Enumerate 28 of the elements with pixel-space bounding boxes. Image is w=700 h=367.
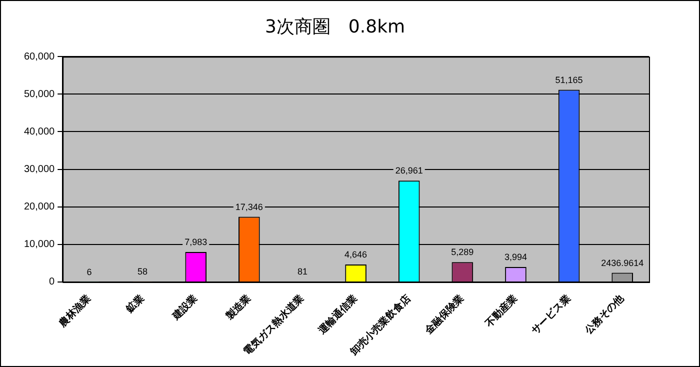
x-tick-label: 農林漁業 bbox=[56, 292, 94, 330]
data-label: 26,961 bbox=[395, 166, 423, 176]
y-tick-label: 20,000 bbox=[24, 202, 56, 213]
y-tick-label: 50,000 bbox=[24, 88, 56, 100]
y-tick-label: 30,000 bbox=[24, 164, 56, 176]
data-label: 6 bbox=[86, 266, 92, 277]
x-tick-label: 金融保険業 bbox=[422, 292, 466, 338]
x-tick-label: 運輸通信業 bbox=[315, 292, 360, 338]
x-tick-label: 公務その他 bbox=[582, 292, 628, 338]
x-tick-label: 建設業 bbox=[169, 292, 200, 324]
data-label: 81 bbox=[297, 266, 308, 277]
data-label: 17,346 bbox=[235, 202, 263, 212]
y-tick-label: 10,000 bbox=[24, 239, 56, 250]
chart-title: 3次商圏 0.8km bbox=[264, 16, 406, 38]
y-tick-label: 60,000 bbox=[24, 51, 56, 62]
y-tick-label: 40,000 bbox=[24, 126, 56, 138]
data-label: 51,165 bbox=[555, 74, 583, 85]
data-label: 7,983 bbox=[184, 236, 208, 247]
y-tick-label: 0 bbox=[49, 276, 56, 288]
x-tick-label: 製造業 bbox=[222, 292, 254, 324]
data-label: 3,994 bbox=[504, 252, 527, 262]
data-label: 58 bbox=[138, 266, 148, 277]
x-tick-label: サービス業 bbox=[529, 292, 573, 336]
x-tick-label: 鉱業 bbox=[123, 292, 147, 316]
data-label: 4,646 bbox=[344, 249, 368, 260]
data-label: 5,289 bbox=[451, 247, 474, 258]
x-tick-label: 不動産業 bbox=[482, 292, 520, 330]
data-label: 2436.9614 bbox=[601, 258, 644, 268]
